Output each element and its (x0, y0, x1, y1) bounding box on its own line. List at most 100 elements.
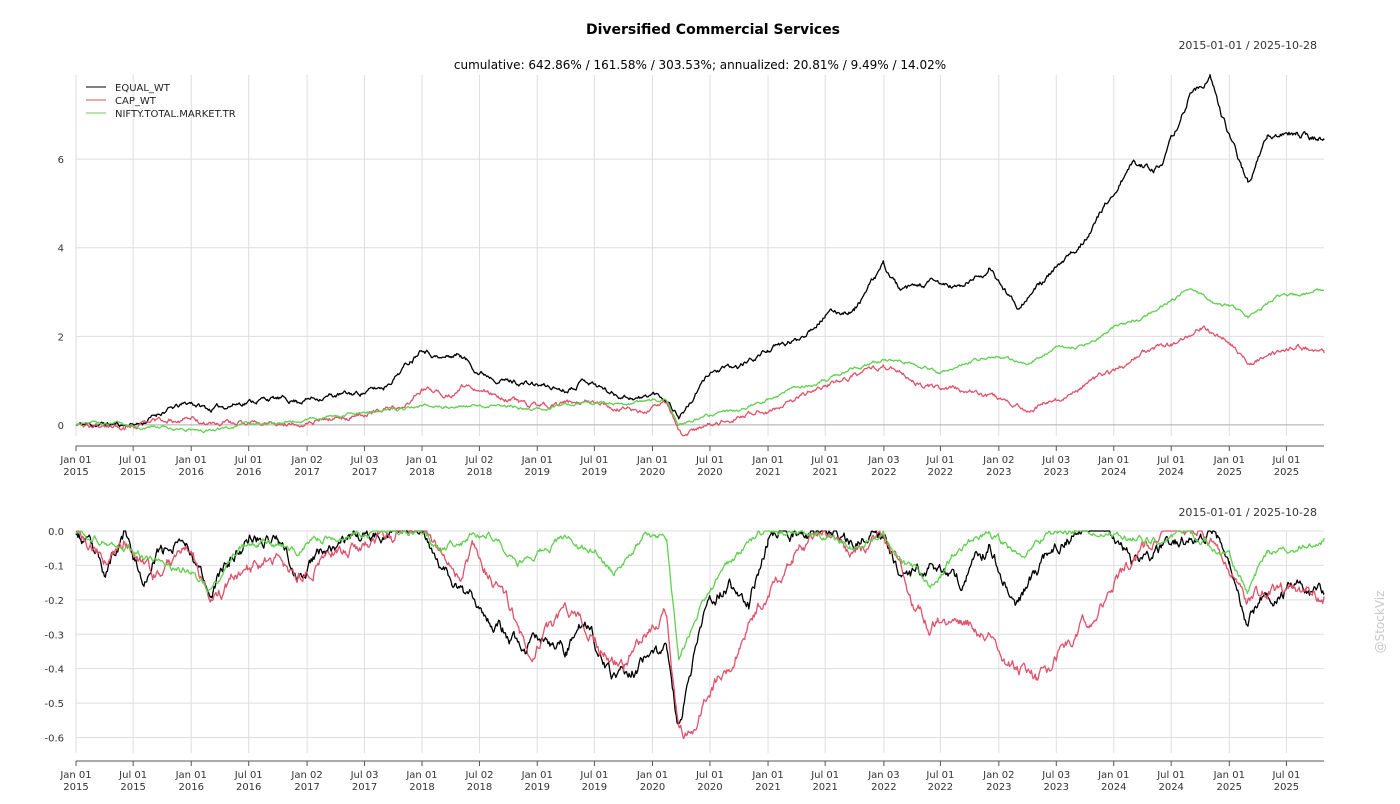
x-tick-year: 2025 (1217, 782, 1242, 793)
y-tick-label: 0 (58, 421, 64, 432)
series-line-nifty-total-market-tr (75, 288, 1325, 434)
x-tick-year: 2015 (63, 782, 88, 793)
series-line-equal-wt (75, 530, 1325, 725)
x-tick-year: 2019 (582, 782, 607, 793)
x-tick-label: Jul 01 (234, 770, 263, 781)
y-tick-label: -0.4 (44, 665, 64, 676)
x-tick-year: 2016 (179, 467, 204, 478)
x-tick-label: Jan 03 (867, 455, 899, 466)
x-tick-label: Jan 01 (1213, 770, 1245, 781)
y-tick-label: 4 (58, 244, 64, 255)
y-tick-label: 0.0 (48, 527, 64, 538)
x-tick-year: 2024 (1158, 782, 1183, 793)
top-date-range: 2015-01-01 / 2025-10-28 (1178, 39, 1317, 52)
x-tick-label: Jul 01 (695, 770, 724, 781)
x-tick-year: 2016 (236, 467, 261, 478)
x-tick-year: 2022 (871, 782, 896, 793)
x-tick-label: Jul 01 (695, 455, 724, 466)
x-tick-label: Jan 02 (290, 770, 322, 781)
x-tick-label: Jan 01 (636, 770, 668, 781)
x-tick-label: Jan 03 (867, 770, 899, 781)
x-tick-year: 2020 (697, 782, 722, 793)
x-tick-label: Jul 01 (118, 455, 147, 466)
x-tick-year: 2017 (294, 782, 319, 793)
x-tick-year: 2025 (1274, 782, 1299, 793)
y-tick-label: -0.1 (44, 561, 64, 572)
x-tick-year: 2018 (409, 782, 434, 793)
x-tick-year: 2018 (467, 782, 492, 793)
x-tick-year: 2021 (755, 467, 780, 478)
x-tick-label: Jul 01 (234, 455, 263, 466)
x-tick-label: Jan 01 (405, 770, 437, 781)
x-tick-label: Jan 01 (751, 455, 783, 466)
x-tick-label: Jul 03 (1041, 455, 1070, 466)
legend-label: EQUAL_WT (115, 83, 171, 94)
x-tick-label: Jul 01 (1271, 455, 1300, 466)
x-tick-year: 2015 (120, 467, 145, 478)
x-tick-label: Jul 03 (1041, 770, 1070, 781)
y-tick-label: 6 (58, 155, 64, 166)
x-tick-year: 2023 (986, 782, 1011, 793)
series-line-equal-wt (75, 74, 1325, 428)
x-tick-label: Jan 01 (1213, 455, 1245, 466)
watermark: @StockViz (1373, 591, 1387, 654)
x-tick-year: 2023 (1044, 782, 1069, 793)
x-tick-label: Jul 01 (1271, 770, 1300, 781)
chart-subtitle: cumulative: 642.86% / 161.58% / 303.53%;… (454, 58, 946, 72)
x-tick-label: Jan 01 (521, 455, 553, 466)
x-tick-year: 2019 (525, 782, 550, 793)
x-tick-year: 2015 (63, 467, 88, 478)
y-tick-label: -0.5 (44, 699, 64, 710)
x-tick-year: 2020 (697, 467, 722, 478)
bottom-date-range: 2015-01-01 / 2025-10-28 (1178, 506, 1317, 519)
x-tick-year: 2020 (640, 782, 665, 793)
series-line-nifty-total-market-tr (75, 530, 1325, 661)
x-tick-year: 2025 (1217, 467, 1242, 478)
x-tick-label: Jan 01 (175, 770, 207, 781)
legend-label: CAP_WT (115, 96, 157, 107)
x-tick-year: 2015 (120, 782, 145, 793)
x-tick-year: 2023 (1044, 467, 1069, 478)
x-tick-label: Jul 01 (579, 455, 608, 466)
x-tick-year: 2025 (1274, 467, 1299, 478)
x-tick-year: 2024 (1158, 467, 1183, 478)
x-tick-label: Jan 01 (405, 455, 437, 466)
x-tick-label: Jan 02 (290, 455, 322, 466)
x-tick-label: Jan 01 (636, 455, 668, 466)
x-tick-year: 2018 (409, 467, 434, 478)
x-tick-label: Jul 01 (118, 770, 147, 781)
x-tick-year: 2024 (1101, 467, 1126, 478)
x-tick-label: Jan 01 (59, 455, 91, 466)
x-tick-label: Jul 02 (464, 770, 493, 781)
x-tick-label: Jul 01 (1156, 455, 1185, 466)
x-tick-year: 2021 (812, 467, 837, 478)
x-tick-year: 2016 (236, 782, 261, 793)
x-tick-year: 2019 (525, 467, 550, 478)
x-tick-year: 2022 (871, 467, 896, 478)
x-tick-label: Jan 02 (982, 770, 1014, 781)
x-tick-label: Jul 01 (579, 770, 608, 781)
x-tick-year: 2022 (928, 467, 953, 478)
x-tick-year: 2024 (1101, 782, 1126, 793)
x-tick-label: Jul 01 (1156, 770, 1185, 781)
x-tick-label: Jan 01 (59, 770, 91, 781)
x-tick-label: Jul 01 (810, 455, 839, 466)
x-tick-label: Jan 01 (751, 770, 783, 781)
x-tick-label: Jul 01 (925, 770, 954, 781)
x-tick-label: Jan 02 (982, 455, 1014, 466)
x-tick-label: Jul 01 (925, 455, 954, 466)
chart-title: Diversified Commercial Services (586, 22, 840, 38)
x-tick-label: Jan 01 (521, 770, 553, 781)
x-tick-label: Jul 01 (810, 770, 839, 781)
x-tick-label: Jul 02 (464, 455, 493, 466)
x-tick-year: 2016 (179, 782, 204, 793)
y-tick-label: -0.2 (44, 596, 64, 607)
series-line-cap-wt (75, 530, 1325, 740)
x-tick-year: 2017 (294, 467, 319, 478)
y-tick-label: -0.3 (44, 630, 64, 641)
x-tick-label: Jul 03 (350, 455, 379, 466)
